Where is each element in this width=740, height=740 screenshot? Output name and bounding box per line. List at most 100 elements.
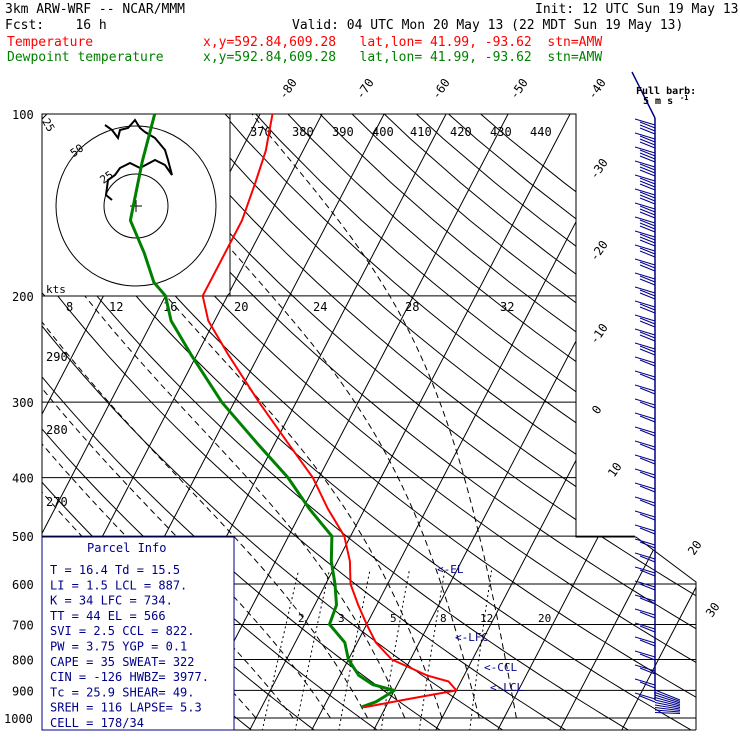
mixing-ratio-line bbox=[338, 570, 371, 730]
barb-flag bbox=[634, 650, 656, 658]
barb-flag bbox=[639, 222, 656, 230]
barb-legend-units: 5 m s bbox=[643, 96, 673, 107]
theta-label: 370 bbox=[250, 125, 272, 139]
barb-flag bbox=[639, 124, 656, 132]
dry-adiabat bbox=[136, 114, 696, 730]
moist-adiabat bbox=[42, 114, 406, 719]
barb-flag bbox=[634, 244, 656, 252]
mixing-ratio-low-label: 2 bbox=[298, 612, 305, 625]
pressure-label: 200 bbox=[12, 290, 34, 304]
barb-flag bbox=[639, 401, 656, 409]
barb-flag bbox=[634, 496, 656, 504]
mixing-ratio-line bbox=[294, 570, 330, 730]
barb-flag bbox=[639, 429, 656, 437]
barb-flag bbox=[639, 135, 656, 143]
mixing-ratio-low-label: 12 bbox=[480, 612, 493, 625]
pressure-label: 500 bbox=[12, 530, 34, 544]
barb-flag bbox=[639, 194, 656, 202]
barb-flag bbox=[634, 636, 656, 644]
isotherm-label: -80 bbox=[276, 76, 300, 102]
barb-flag bbox=[654, 712, 681, 714]
barb-flag bbox=[639, 348, 656, 356]
theta-label: 380 bbox=[292, 125, 314, 139]
parcel-info-line: CAPE = 35 SWEAT= 322 bbox=[50, 655, 195, 669]
barb-flag bbox=[634, 342, 656, 350]
dry-adiabat bbox=[167, 114, 696, 730]
barb-flag bbox=[639, 611, 656, 619]
parcel-info-line: K = 34 LFC = 734. bbox=[50, 594, 173, 608]
barb-flag bbox=[639, 275, 656, 283]
hodo-ring-label: 25 bbox=[97, 168, 115, 186]
parcel-info-line: SREH = 116 LAPSE= 5.3 bbox=[50, 701, 202, 715]
el-marker: <-EL bbox=[437, 563, 464, 576]
barb-flag bbox=[634, 188, 656, 196]
barb-flag bbox=[634, 510, 656, 518]
mixing-ratio-line bbox=[380, 570, 410, 730]
parcel-info-line: CIN = -126 HWBZ= 3977. bbox=[50, 670, 209, 684]
isotherm-label: 0 bbox=[589, 403, 605, 417]
mixing-ratio-line bbox=[418, 570, 446, 730]
theta-label: 410 bbox=[410, 125, 432, 139]
barb-flag bbox=[639, 177, 656, 185]
barb-flag bbox=[654, 694, 681, 704]
forecast-hour: Fcst: 16 h bbox=[5, 18, 107, 33]
barb-flag bbox=[639, 317, 656, 325]
isotherm bbox=[186, 114, 523, 730]
barb-flag bbox=[639, 555, 656, 563]
barb-flag bbox=[634, 426, 656, 434]
temperature-profile bbox=[201, 113, 458, 709]
barb-flag bbox=[639, 264, 656, 272]
parcel-info-line: SVI = 2.5 CCL = 822. bbox=[50, 624, 195, 638]
barb-flag bbox=[639, 183, 656, 191]
dry-adiabat bbox=[42, 114, 505, 730]
valid-time: Valid: 04 UTC Mon 20 May 13 (22 MDT Sun … bbox=[292, 18, 684, 33]
barb-flag bbox=[634, 272, 656, 280]
barb-flag bbox=[639, 155, 656, 163]
barb-flag bbox=[634, 608, 656, 616]
barb-flag bbox=[639, 233, 656, 241]
barb-flag bbox=[639, 513, 656, 521]
dry-adiabat bbox=[74, 114, 696, 730]
parcel-info-line: Tc = 25.9 SHEAR= 49. bbox=[50, 685, 195, 699]
parcel-info-line: CELL = 178/34 bbox=[50, 716, 144, 730]
barb-flag bbox=[639, 306, 656, 314]
barb-flag bbox=[654, 707, 681, 711]
barb-flag bbox=[639, 219, 656, 227]
barb-flag bbox=[639, 239, 656, 247]
barb-flag bbox=[639, 152, 656, 160]
barb-flag bbox=[639, 667, 656, 675]
hodo-ring-label: 50 bbox=[68, 142, 86, 160]
pressure-label: 100 bbox=[12, 108, 34, 122]
isotherm-label: 10 bbox=[605, 460, 625, 480]
mixing-ratio-label: 20 bbox=[234, 300, 248, 314]
mixing-ratio-low-label: 5 bbox=[390, 612, 397, 625]
barb-flag bbox=[639, 236, 656, 244]
isotherm-label: -60 bbox=[429, 76, 453, 102]
parcel-info-line: LI = 1.5 LCL = 887. bbox=[50, 578, 187, 592]
barb-flag bbox=[639, 443, 656, 451]
pressure-label: 700 bbox=[12, 618, 34, 632]
barb-flag bbox=[639, 331, 656, 339]
barb-flag bbox=[639, 334, 656, 342]
barb-flag bbox=[639, 320, 656, 328]
barb-flag bbox=[639, 163, 656, 171]
isotherm-label: -30 bbox=[587, 156, 611, 182]
mixing-ratio-label: 24 bbox=[313, 300, 327, 314]
barb-flag bbox=[634, 314, 656, 322]
barb-flag bbox=[639, 639, 656, 647]
pressure-label: 800 bbox=[12, 653, 34, 667]
barb-flag bbox=[634, 258, 656, 266]
parcel-info-box: Parcel Info T = 16.4 Td = 15.5LI = 1.5 L… bbox=[41, 536, 235, 731]
dry-adiabat bbox=[386, 114, 696, 730]
hodograph-trace bbox=[104, 118, 173, 201]
barb-flag bbox=[639, 149, 656, 157]
barb-flag bbox=[634, 384, 656, 392]
barb-flag bbox=[639, 180, 656, 188]
dry-adiabat bbox=[42, 114, 630, 730]
barb-flag bbox=[639, 289, 656, 297]
barb-flag bbox=[634, 594, 656, 602]
barb-flag bbox=[639, 457, 656, 465]
barb-flag bbox=[654, 697, 681, 705]
pressure-label: 400 bbox=[12, 472, 34, 486]
isotherm bbox=[558, 114, 696, 730]
